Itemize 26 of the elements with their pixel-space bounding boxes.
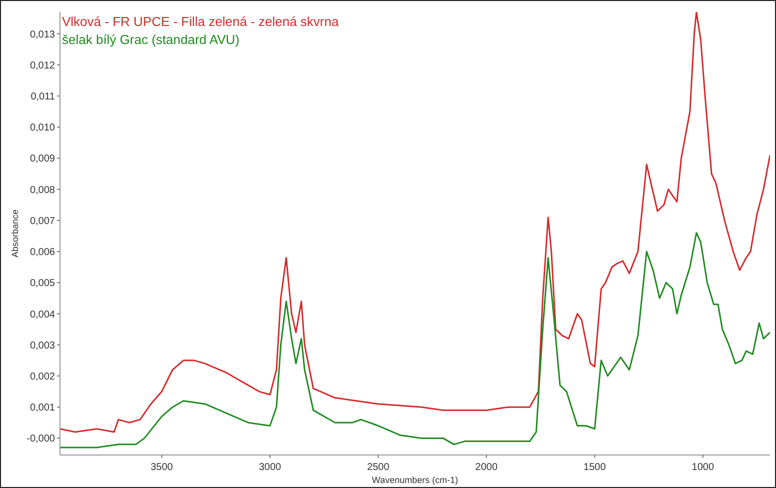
x-tick-label: 1500 xyxy=(584,462,606,473)
x-axis-title: Wavenumbers (cm-1) xyxy=(372,475,458,485)
y-tick-label: 0,008 xyxy=(30,184,56,196)
text: Vlková - FR UPCE - Filla zelená - zelená skvrna xyxy=(62,14,340,29)
y-tick-label: 0,009 xyxy=(30,154,56,165)
text: šelak bílý Grac (standard AVU) xyxy=(62,32,240,47)
x-tick-label: 2000 xyxy=(475,462,498,473)
y-tick-label: 0,013 xyxy=(30,29,56,40)
line-series xyxy=(60,232,770,448)
y-tick-label: -0,000 xyxy=(26,434,56,445)
y-tick-label: 0,002 xyxy=(30,371,56,382)
y-tick-label: 0,001 xyxy=(30,402,56,414)
y-tick-label: 0,012 xyxy=(30,60,56,72)
line-series xyxy=(60,12,770,433)
y-tick-label: 0,011 xyxy=(30,91,56,102)
x-tick-label: 3000 xyxy=(258,462,282,473)
y-tick-label: 0,010 xyxy=(30,122,56,134)
y-tick-label: 0,005 xyxy=(30,278,56,290)
x-tick-label: 3500 xyxy=(150,462,174,473)
y-tick-label: 0,006 xyxy=(30,247,56,258)
y-axis-title: Absorbance xyxy=(10,209,20,258)
x-tick-label: 2500 xyxy=(367,462,390,473)
x-tick-label: 1000 xyxy=(692,462,714,473)
y-tick-label: 0,007 xyxy=(30,216,56,227)
y-tick-label: 0,004 xyxy=(30,309,56,320)
y-tick-label: 0,003 xyxy=(30,340,56,352)
